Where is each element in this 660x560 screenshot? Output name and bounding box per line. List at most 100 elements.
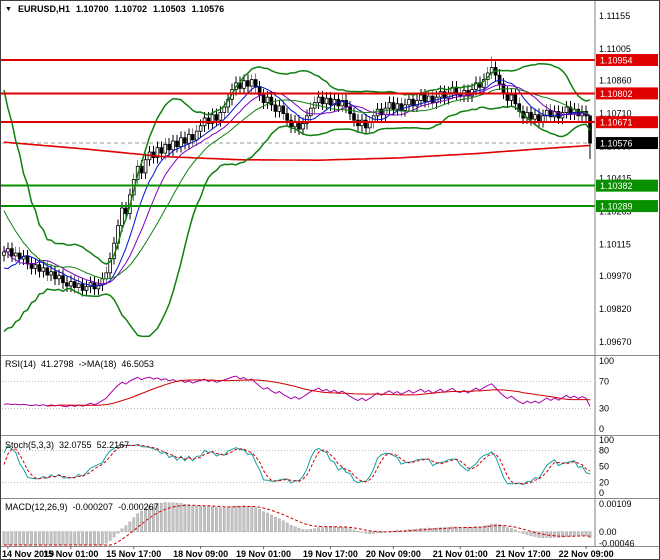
macd-histogram-bar bbox=[163, 502, 167, 532]
price-tick-label: 1.11155 bbox=[599, 11, 630, 21]
candle-body bbox=[163, 143, 168, 154]
time-axis-label: 22 Nov 09:00 bbox=[559, 549, 614, 559]
macd-histogram-bar bbox=[85, 531, 88, 546]
price-tick-label: 1.10710 bbox=[599, 109, 632, 119]
macd-histogram-bar bbox=[474, 526, 478, 532]
candle-body bbox=[175, 140, 179, 147]
stoch-indicator-label: Stoch(5,3,3) 32.0755 52.2167 bbox=[5, 440, 129, 450]
macd-histogram-bar bbox=[466, 527, 470, 532]
macd-histogram-bar bbox=[116, 531, 120, 534]
macd-histogram-bar bbox=[254, 507, 258, 532]
candle-body bbox=[139, 165, 144, 174]
time-axis-label: 15 Nov 17:00 bbox=[106, 549, 161, 559]
macd-histogram-bar bbox=[250, 506, 254, 532]
chart-header: ▼ EURUSD,H1 1.10700 1.10702 1.10503 1.10… bbox=[5, 4, 224, 14]
candle-body bbox=[108, 258, 112, 274]
macd-histogram-bar bbox=[305, 529, 309, 532]
macd-histogram-bar bbox=[301, 529, 305, 532]
macd-histogram-bar bbox=[81, 531, 85, 546]
candle-body bbox=[261, 94, 266, 104]
candle-body bbox=[308, 107, 313, 117]
macd-histogram-bar bbox=[529, 531, 533, 537]
macd-histogram-bar bbox=[77, 531, 81, 546]
rsi-ma-value: 46.5053 bbox=[121, 359, 154, 369]
candle-body bbox=[25, 255, 30, 264]
bollinger-middle-line bbox=[3, 87, 591, 280]
macd-histogram-bar bbox=[120, 528, 124, 532]
macd-histogram-bar bbox=[93, 531, 96, 546]
macd-histogram-bar bbox=[285, 522, 289, 532]
candle-body bbox=[387, 102, 392, 109]
macd-histogram-bar bbox=[207, 506, 210, 532]
candle-body bbox=[482, 79, 486, 88]
candle-body bbox=[509, 94, 514, 101]
candle-body bbox=[187, 134, 191, 144]
time-axis-label: 18 Nov 09:00 bbox=[173, 549, 228, 559]
symbol-dropdown-icon[interactable]: ▼ bbox=[5, 5, 12, 13]
candle-body bbox=[344, 100, 348, 108]
candle-body bbox=[430, 95, 435, 104]
macd-histogram-bar bbox=[372, 531, 376, 534]
candle-body bbox=[265, 96, 270, 104]
macd-histogram-bar bbox=[427, 527, 431, 532]
macd-histogram-bar bbox=[348, 528, 352, 532]
candle-body bbox=[143, 159, 148, 174]
rsi-ma-line bbox=[47, 379, 591, 407]
macd-histogram-bar bbox=[533, 531, 537, 537]
macd-histogram-bar bbox=[568, 531, 572, 537]
macd-histogram-bar bbox=[289, 525, 293, 532]
level-price-tag bbox=[596, 179, 658, 192]
candle-body bbox=[190, 134, 195, 141]
stoch-tick-label: 50 bbox=[599, 462, 609, 472]
candle-body bbox=[104, 272, 109, 280]
price-tick-label: 1.10860 bbox=[599, 76, 632, 86]
candle-body bbox=[379, 108, 384, 116]
candle-body bbox=[332, 98, 337, 106]
macd-histogram-bar bbox=[364, 531, 368, 534]
price-tick-label: 1.11005 bbox=[599, 44, 631, 54]
macd-histogram-bar bbox=[159, 502, 163, 532]
macd-histogram-bar bbox=[214, 507, 218, 532]
candle-body bbox=[72, 281, 77, 288]
macd-histogram-bar bbox=[309, 529, 313, 532]
candle-body bbox=[564, 106, 569, 113]
bollinger-upper-line bbox=[3, 62, 591, 265]
candle-body bbox=[407, 98, 411, 106]
candle-body bbox=[171, 140, 175, 151]
macd-histogram-bar bbox=[352, 529, 356, 532]
macd-histogram-bar bbox=[340, 526, 344, 532]
macd-histogram-bar bbox=[199, 505, 203, 532]
macd-tick-label: -0.00046 bbox=[599, 538, 635, 548]
candle-body bbox=[49, 271, 53, 276]
stoch-k-line bbox=[3, 443, 591, 486]
stoch-tick-label: 20 bbox=[599, 477, 609, 487]
price-tick-label: 1.09670 bbox=[599, 337, 632, 347]
macd-histogram-bar bbox=[356, 531, 360, 533]
macd-histogram-bar bbox=[506, 527, 509, 532]
candle-body bbox=[249, 79, 254, 87]
candle-body bbox=[179, 137, 183, 147]
macd-histogram-bar bbox=[41, 531, 45, 546]
rsi-value: 41.2798 bbox=[41, 359, 74, 369]
macd-histogram-bar bbox=[69, 531, 73, 546]
time-axis-label: 19 Nov 01:00 bbox=[236, 549, 291, 559]
candle-body bbox=[375, 108, 380, 117]
macd-histogram-bar bbox=[37, 531, 41, 546]
macd-histogram-bar bbox=[321, 527, 324, 532]
macd-histogram-bar bbox=[572, 531, 576, 536]
candle-body bbox=[222, 106, 227, 113]
price-tick-label: 1.09970 bbox=[599, 271, 632, 281]
price-tick-label: 1.10115 bbox=[599, 239, 631, 249]
candle-body bbox=[2, 251, 6, 256]
macd-histogram-bar bbox=[443, 527, 446, 532]
candle-body bbox=[395, 103, 400, 110]
candle-body bbox=[194, 130, 199, 141]
macd-histogram-bar bbox=[203, 505, 206, 532]
macd-tick-label: 0.00109 bbox=[599, 499, 632, 509]
macd-histogram-bar bbox=[344, 527, 348, 532]
macd-histogram-bar bbox=[293, 526, 297, 532]
macd-histogram-bar bbox=[262, 511, 265, 532]
